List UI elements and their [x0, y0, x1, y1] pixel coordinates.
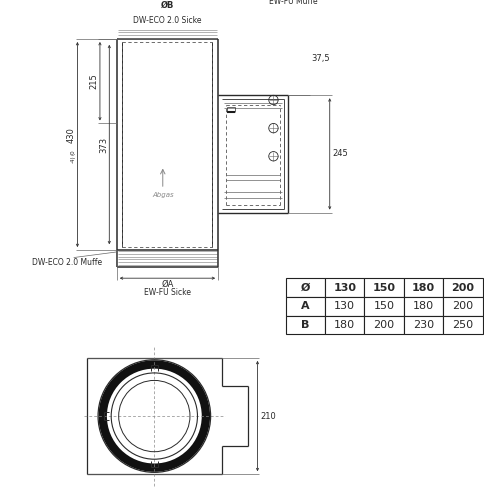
- Text: 245: 245: [332, 150, 348, 158]
- Bar: [404, 278, 443, 297]
- Text: 215: 215: [89, 74, 98, 89]
- Text: 130: 130: [334, 302, 355, 312]
- Bar: [286, 278, 325, 297]
- Bar: [364, 297, 404, 316]
- Text: A: A: [301, 302, 310, 312]
- Bar: [364, 316, 404, 334]
- Bar: [325, 297, 364, 316]
- Text: 210: 210: [260, 412, 276, 420]
- Bar: [325, 316, 364, 334]
- Text: B: B: [301, 320, 310, 330]
- Text: 200: 200: [374, 320, 394, 330]
- Text: 180: 180: [413, 302, 434, 312]
- Text: EW-FU Sicke: EW-FU Sicke: [144, 288, 191, 296]
- Bar: [404, 297, 443, 316]
- Text: DW-ECO 2.0 Muffe: DW-ECO 2.0 Muffe: [32, 258, 102, 266]
- Bar: [443, 297, 482, 316]
- Bar: [443, 278, 482, 297]
- Text: Abgas: Abgas: [152, 192, 174, 198]
- Bar: [404, 316, 443, 334]
- Text: 150: 150: [374, 302, 394, 312]
- Text: EW-FU Muffe: EW-FU Muffe: [269, 0, 318, 6]
- Text: (0: (0: [70, 149, 76, 155]
- Bar: [325, 278, 364, 297]
- Text: 200: 200: [452, 302, 473, 312]
- Bar: [286, 316, 325, 334]
- Text: 37,5: 37,5: [311, 54, 330, 63]
- Text: ØB: ØB: [161, 1, 174, 10]
- Text: 180: 180: [334, 320, 355, 330]
- Text: 130: 130: [333, 282, 356, 292]
- Text: -4): -4): [70, 156, 76, 164]
- Text: 430: 430: [66, 127, 76, 143]
- Text: 373: 373: [100, 136, 108, 152]
- Bar: [443, 316, 482, 334]
- Bar: [286, 297, 325, 316]
- Text: 150: 150: [372, 282, 396, 292]
- Text: ØA: ØA: [162, 280, 173, 289]
- Text: 230: 230: [413, 320, 434, 330]
- Text: 250: 250: [452, 320, 473, 330]
- Bar: [364, 278, 404, 297]
- Text: 200: 200: [452, 282, 474, 292]
- Text: 180: 180: [412, 282, 435, 292]
- Text: Ø: Ø: [300, 282, 310, 292]
- Text: DW-ECO 2.0 Sicke: DW-ECO 2.0 Sicke: [133, 16, 202, 24]
